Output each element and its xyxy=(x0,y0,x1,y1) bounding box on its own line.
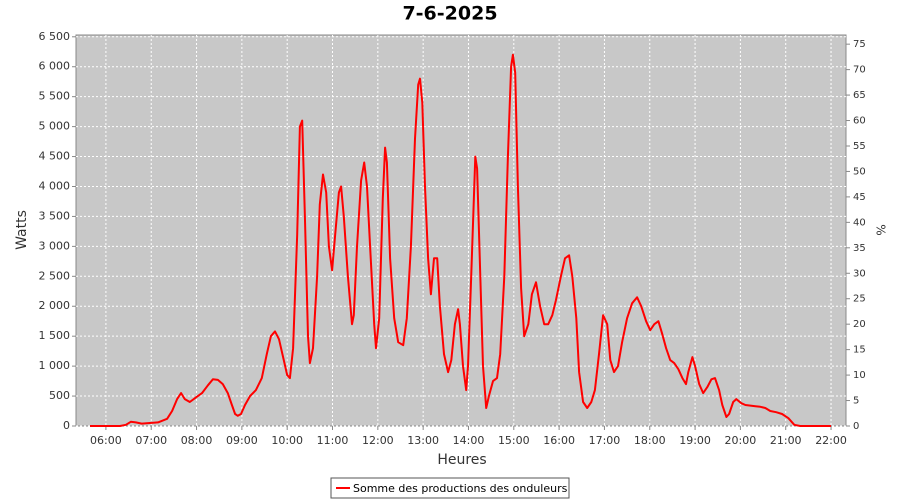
y-tick-label: 5 000 xyxy=(39,120,71,133)
legend-box xyxy=(330,477,570,499)
y2-tick-label: 40 xyxy=(853,217,866,228)
y2-tick-label: 0 xyxy=(853,421,859,432)
x-tick-label: 17:00 xyxy=(589,434,621,447)
y2-tick-label: 60 xyxy=(853,116,866,127)
legend xyxy=(330,477,570,499)
y-tick-label: 6 500 xyxy=(39,30,71,43)
x-tick-label: 16:00 xyxy=(543,434,575,447)
x-tick-label: 09:00 xyxy=(226,434,258,447)
data-line xyxy=(90,53,831,427)
y-tick-label: 5 500 xyxy=(39,90,71,103)
plot-area xyxy=(75,34,847,427)
y-tick-label: 3 000 xyxy=(39,239,71,252)
y2-tick-label: 10 xyxy=(853,370,866,381)
y2-tick-label: 25 xyxy=(853,294,866,305)
x-tick-label: 12:00 xyxy=(362,434,394,447)
x-tick-label: 11:00 xyxy=(317,434,349,447)
x-tick-label: 13:00 xyxy=(407,434,439,447)
x-tick-label: 22:00 xyxy=(815,434,847,447)
y2-axis-label: % xyxy=(874,224,888,235)
x-tick-label: 14:00 xyxy=(453,434,485,447)
y-tick-label: 4 500 xyxy=(39,150,71,163)
y2-tick-label: 20 xyxy=(853,319,866,330)
y2-tick-label: 50 xyxy=(853,166,866,177)
y-tick-label: 2 500 xyxy=(39,269,71,282)
y-tick-label: 1 000 xyxy=(39,359,71,372)
y2-tick-label: 55 xyxy=(853,141,866,152)
y-axis-label: Watts xyxy=(14,210,30,250)
y-tick-label: 1 500 xyxy=(39,329,71,342)
y2-tick-label: 35 xyxy=(853,243,866,254)
y2-tick-label: 70 xyxy=(853,65,866,76)
x-tick-label: 19:00 xyxy=(679,434,711,447)
y-tick-label: 2 000 xyxy=(39,299,71,312)
x-tick-label: 10:00 xyxy=(271,434,303,447)
y2-tick-label: 45 xyxy=(853,192,866,203)
x-tick-label: 08:00 xyxy=(181,434,213,447)
x-tick-label: 20:00 xyxy=(725,434,757,447)
y2-tick-label: 65 xyxy=(853,90,866,101)
y-tick-label: 0 xyxy=(63,419,70,432)
y-tick-label: 3 500 xyxy=(39,209,71,222)
legend-label: Somme des productions des onduleurs xyxy=(353,482,568,495)
x-tick-label: 21:00 xyxy=(770,434,802,447)
y-tick-label: 500 xyxy=(49,389,70,402)
x-tick-label: 15:00 xyxy=(498,434,530,447)
x-tick-label: 07:00 xyxy=(135,434,167,447)
y2-tick-label: 75 xyxy=(853,39,866,50)
y-tick-label: 4 000 xyxy=(39,179,71,192)
x-tick-label: 18:00 xyxy=(634,434,666,447)
y2-tick-label: 30 xyxy=(853,268,866,279)
x-tick-label: 06:00 xyxy=(90,434,122,447)
chart-title: 7-6-2025 xyxy=(402,3,497,25)
y-tick-label: 6 000 xyxy=(39,60,71,73)
y2-tick-label: 15 xyxy=(853,345,866,356)
x-axis-label: Heures xyxy=(437,452,486,468)
y2-tick-label: 5 xyxy=(853,396,859,407)
